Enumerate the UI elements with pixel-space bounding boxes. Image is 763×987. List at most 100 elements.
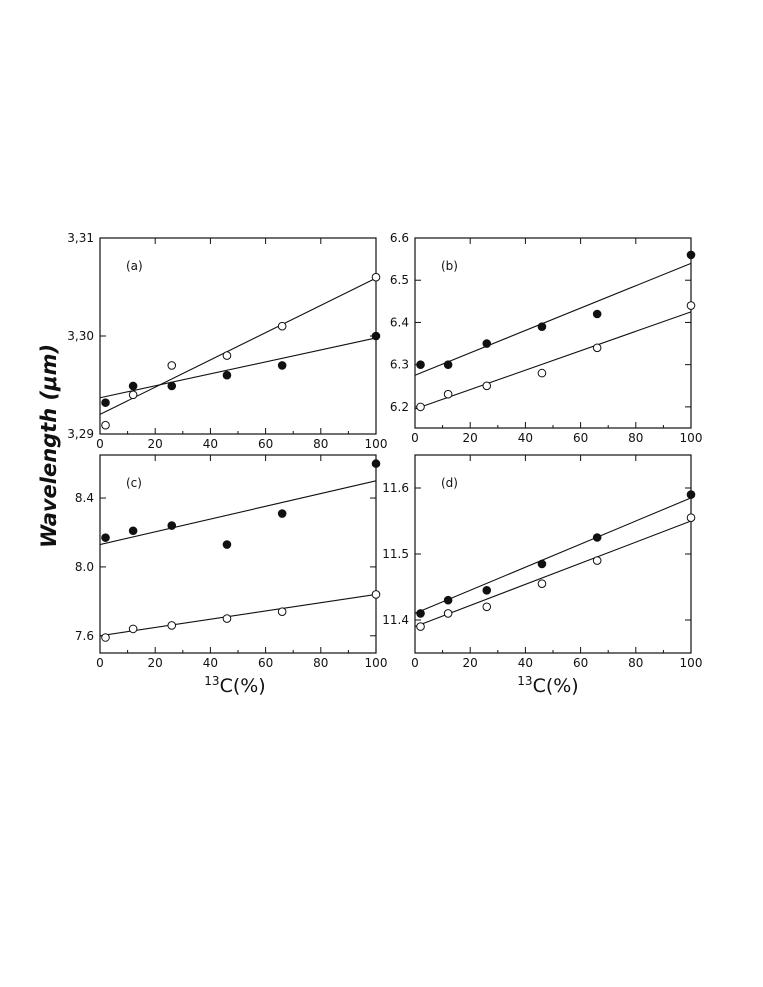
panel-0: 0 20 40 60 80 100 3,29 3,30 3,31 (a) [67,231,387,451]
y-tick-label: 11.4 [382,613,409,627]
y-tick-label: 11.5 [382,547,409,561]
x-tick-label: 40 [203,437,218,451]
data-point-filled [277,361,287,370]
data-point-filled [416,609,425,618]
data-point-filled [167,521,177,530]
data-point-filled [222,540,232,549]
x-axis-label-left: 13C(%) [204,674,265,697]
data-point-open [101,420,110,430]
y-tick-label: 6.4 [390,315,409,329]
x-tick-label: 20 [148,656,163,670]
x-tick-label: 0 [411,656,419,670]
data-point-open [686,513,696,523]
data-point-open [277,607,287,616]
data-point-filled [222,370,232,380]
x-tick-label: 0 [411,431,419,445]
data-point-filled [482,586,492,595]
data-point-open [592,556,602,565]
y-tick-label: 6.5 [390,273,409,287]
data-point-filled [443,360,453,369]
x-tick-label: 60 [258,656,273,670]
data-point-filled [443,595,453,605]
data-point-open [686,301,696,310]
x-tick-label: 100 [680,431,703,445]
data-point-open [443,389,453,399]
x-tick-label: 40 [518,431,533,445]
x-tick-label: 100 [365,656,388,670]
x-tick-label: 0 [96,656,104,670]
y-tick-label: 3,31 [67,231,94,245]
data-point-open [222,614,232,623]
data-point-filled [101,533,110,542]
y-tick-label: 3,30 [67,329,94,343]
fit-line-open [99,593,377,637]
x-tick-label: 100 [365,437,388,451]
data-point-filled [592,309,602,319]
fit-line-filled [99,337,377,399]
data-point-open [222,351,232,360]
y-tick-label: 7.6 [75,629,94,643]
data-point-open [537,368,547,378]
data-point-open [167,361,177,370]
x-axis-label-left-main: C(%) [220,675,266,697]
panel-1: 0 20 40 60 80 100 6.2 6.3 6.4 6.5 6.6 (b) [390,231,703,445]
fit-line-filled [99,480,377,546]
x-axis-label-right-main: C(%) [533,675,579,697]
data-point-filled [686,250,696,260]
data-point-filled [416,360,425,369]
x-tick-label: 20 [463,656,478,670]
y-tick-label: 6.2 [390,400,409,414]
x-axis-label-right-sup: 13 [517,674,532,688]
x-tick-label: 60 [258,437,273,451]
data-point-open [277,321,287,331]
data-point-open [371,272,381,282]
x-tick-label: 40 [203,656,218,670]
data-point-filled [537,322,547,331]
data-point-filled [128,381,138,391]
data-point-open [416,402,425,412]
x-tick-label: 20 [463,431,478,445]
panel-label: (d) [441,476,458,490]
data-point-open [537,579,547,589]
fit-line-open [414,311,692,410]
x-tick-label: 40 [518,656,533,670]
x-tick-label: 0 [96,437,104,451]
data-point-open [128,624,138,634]
panel-label: (b) [441,259,458,273]
data-point-filled [167,381,177,391]
fit-line-open [99,277,377,415]
data-point-open [128,390,138,400]
y-tick-label: 8.0 [75,560,94,574]
x-tick-label: 20 [148,437,163,451]
y-tick-label: 6.3 [390,358,409,372]
fit-line-filled [414,497,692,614]
data-point-open [371,590,381,599]
data-point-filled [537,559,547,569]
y-axis-label: Wavelength (μm) [37,344,61,548]
x-tick-label: 60 [573,431,588,445]
x-tick-label: 60 [573,656,588,670]
data-point-open [443,609,453,618]
data-point-filled [277,509,287,518]
data-point-filled [482,339,492,348]
data-point-filled [101,398,110,407]
panels: 0 20 40 60 80 100 3,29 3,30 3,31 (a) 0 20 40 60 80 100 6… [67,231,702,670]
data-point-open [482,602,492,612]
fit-line-open [414,520,692,628]
y-tick-label: 8.4 [75,491,94,505]
panel-label: (a) [126,259,143,273]
data-point-filled [128,526,138,536]
data-point-open [416,622,425,631]
x-axis-label-left-sup: 13 [204,674,219,688]
y-tick-label: 11.6 [382,481,409,495]
data-point-filled [592,533,602,542]
data-point-filled [371,331,381,341]
x-tick-label: 100 [680,656,703,670]
data-point-open [167,621,177,630]
panel-label: (c) [126,476,142,490]
data-point-filled [686,490,696,499]
panel-2: 0 20 40 60 80 100 7.6 8.0 8.4 (c) [75,454,388,670]
y-tick-label: 6.6 [390,231,409,245]
x-tick-label: 80 [628,431,643,445]
